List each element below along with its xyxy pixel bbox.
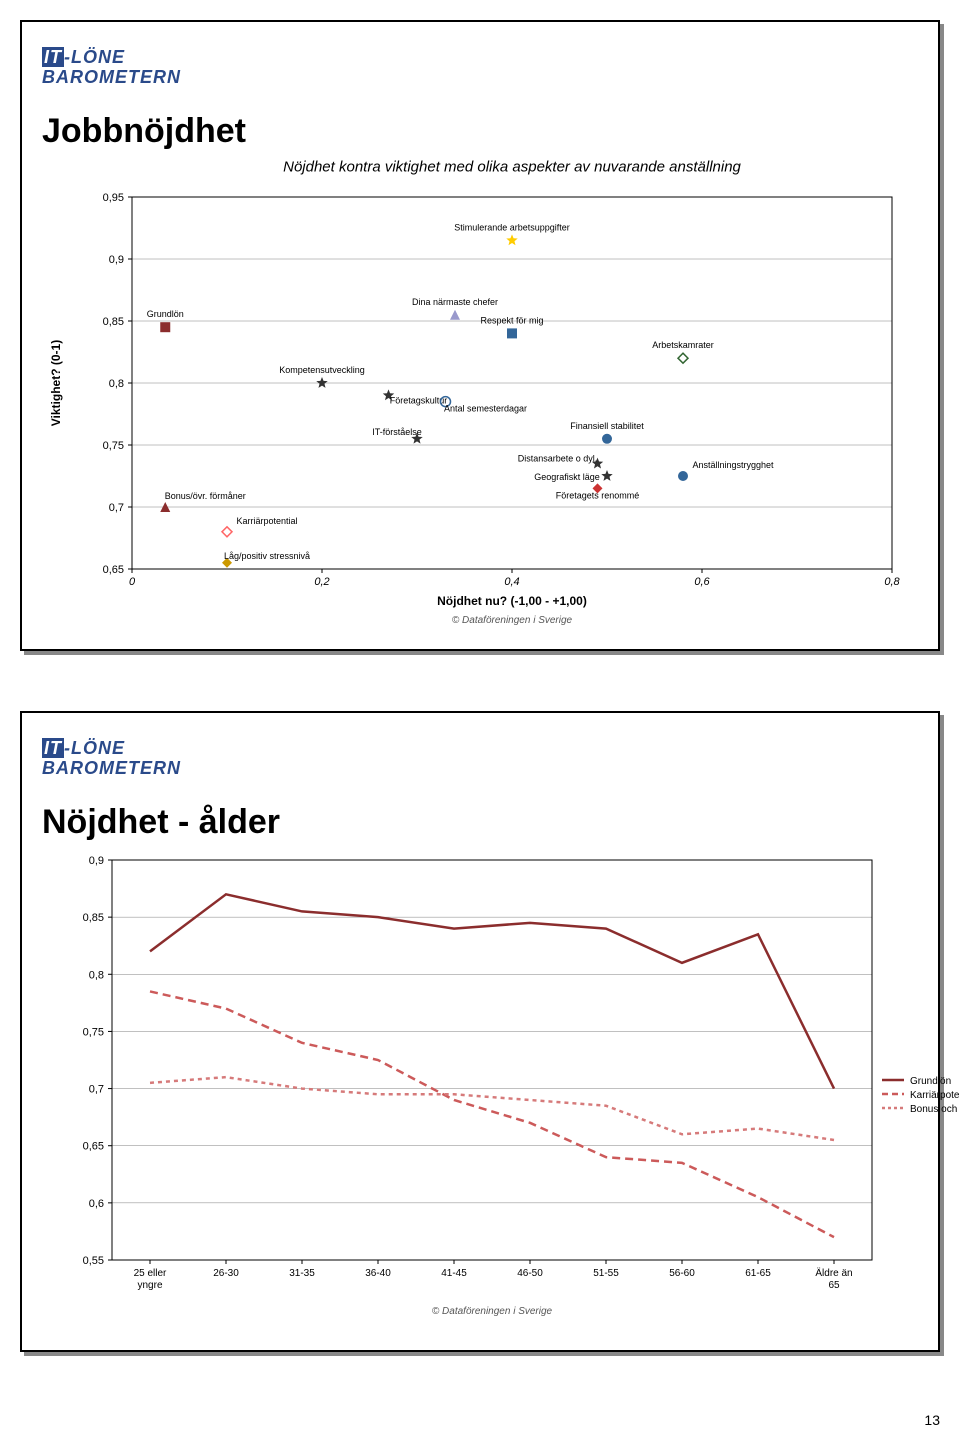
svg-text:0,7: 0,7 bbox=[109, 502, 124, 514]
svg-text:Finansiell stabilitet: Finansiell stabilitet bbox=[570, 421, 644, 431]
svg-text:0,4: 0,4 bbox=[504, 576, 519, 588]
svg-text:0,2: 0,2 bbox=[314, 576, 329, 588]
svg-text:65: 65 bbox=[828, 1280, 840, 1291]
svg-text:0,55: 0,55 bbox=[83, 1255, 104, 1267]
svg-text:0,6: 0,6 bbox=[89, 1198, 104, 1210]
svg-text:Dina närmaste chefer: Dina närmaste chefer bbox=[412, 297, 498, 307]
svg-text:Nöjdhet nu? (-1,00 - +1,00): Nöjdhet nu? (-1,00 - +1,00) bbox=[437, 594, 587, 608]
svg-text:36-40: 36-40 bbox=[365, 1268, 391, 1279]
svg-text:0,9: 0,9 bbox=[109, 254, 124, 266]
logo: IT-LÖNE BAROMETERN bbox=[42, 733, 217, 783]
svg-text:Företagets renommé: Företagets renommé bbox=[556, 490, 640, 500]
svg-text:Företagskultur: Företagskultur bbox=[390, 395, 448, 405]
line-chart: 0,55 0,6 0,65 0,7 0,75 0,8 0,85 0,9 25 elleryngr… bbox=[42, 850, 960, 1330]
svg-text:Karriärpotential: Karriärpotential bbox=[910, 1090, 960, 1101]
svg-text:0,85: 0,85 bbox=[103, 316, 124, 328]
svg-text:26-30: 26-30 bbox=[213, 1268, 239, 1279]
svg-text:IT-förståelse: IT-förståelse bbox=[372, 427, 422, 437]
svg-text:0,8: 0,8 bbox=[89, 969, 104, 981]
page-number: 13 bbox=[20, 1412, 940, 1428]
svg-text:0,8: 0,8 bbox=[109, 378, 124, 390]
svg-text:0,65: 0,65 bbox=[83, 1141, 104, 1153]
svg-text:Äldre än: Äldre än bbox=[815, 1267, 852, 1279]
svg-text:Kompetensutveckling: Kompetensutveckling bbox=[279, 365, 365, 375]
svg-text:0,85: 0,85 bbox=[83, 912, 104, 924]
svg-text:Arbetskamrater: Arbetskamrater bbox=[652, 340, 714, 350]
svg-text:51-55: 51-55 bbox=[593, 1268, 619, 1279]
svg-text:Stimulerande arbetsuppgifter: Stimulerande arbetsuppgifter bbox=[454, 222, 570, 232]
scatter-chart: Nöjdhet kontra viktighet med olika aspek… bbox=[42, 159, 912, 629]
svg-text:0,95: 0,95 bbox=[103, 192, 124, 204]
svg-text:0: 0 bbox=[129, 576, 136, 588]
svg-text:Bonus/övr. förmåner: Bonus/övr. förmåner bbox=[165, 491, 246, 501]
svg-text:0,9: 0,9 bbox=[89, 855, 104, 867]
panel-line: IT-LÖNE BAROMETERN Nöjdhet - ålder 0,55 0… bbox=[20, 711, 940, 1352]
svg-text:0,6: 0,6 bbox=[694, 576, 710, 588]
svg-text:© Dataföreningen i Sverige: © Dataföreningen i Sverige bbox=[432, 1306, 553, 1317]
svg-text:0,75: 0,75 bbox=[103, 440, 124, 452]
svg-text:46-50: 46-50 bbox=[517, 1268, 543, 1279]
svg-text:© Dataföreningen i Sverige: © Dataföreningen i Sverige bbox=[452, 615, 573, 626]
svg-text:Respekt för mig: Respekt för mig bbox=[480, 315, 543, 325]
svg-text:0,75: 0,75 bbox=[83, 1026, 104, 1038]
svg-text:0,65: 0,65 bbox=[103, 564, 124, 576]
svg-text:61-65: 61-65 bbox=[745, 1268, 771, 1279]
svg-text:Geografiskt läge: Geografiskt läge bbox=[534, 472, 600, 482]
svg-text:Låg/positiv stressnivå: Låg/positiv stressnivå bbox=[224, 551, 310, 561]
svg-text:Distansarbete o dyl.: Distansarbete o dyl. bbox=[518, 454, 598, 464]
panel-scatter: IT-LÖNE BAROMETERN Jobbnöjdhet Nöjdhet k… bbox=[20, 20, 940, 651]
svg-text:Anställningstrygghet: Anställningstrygghet bbox=[692, 460, 774, 470]
svg-text:0,7: 0,7 bbox=[89, 1084, 104, 1096]
svg-text:Grundlön: Grundlön bbox=[910, 1076, 951, 1087]
svg-text:25 eller: 25 eller bbox=[134, 1268, 167, 1279]
svg-text:Nöjdhet kontra viktighet med o: Nöjdhet kontra viktighet med olika aspek… bbox=[283, 159, 741, 175]
svg-text:0,8: 0,8 bbox=[884, 576, 900, 588]
svg-text:Viktighet? (0-1): Viktighet? (0-1) bbox=[49, 340, 63, 426]
svg-text:Karriärpotential: Karriärpotential bbox=[236, 516, 297, 526]
panel2-title: Nöjdhet - ålder bbox=[42, 803, 918, 842]
svg-text:41-45: 41-45 bbox=[441, 1268, 467, 1279]
svg-text:31-35: 31-35 bbox=[289, 1268, 315, 1279]
logo: IT-LÖNE BAROMETERN bbox=[42, 42, 217, 92]
svg-text:56-60: 56-60 bbox=[669, 1268, 695, 1279]
svg-text:Grundlön: Grundlön bbox=[147, 309, 184, 319]
svg-text:yngre: yngre bbox=[137, 1280, 162, 1291]
panel1-title: Jobbnöjdhet bbox=[42, 112, 918, 151]
svg-text:Antal semesterdagar: Antal semesterdagar bbox=[444, 404, 527, 414]
svg-text:Bonus och övriga förmåner: Bonus och övriga förmåner bbox=[910, 1103, 960, 1115]
